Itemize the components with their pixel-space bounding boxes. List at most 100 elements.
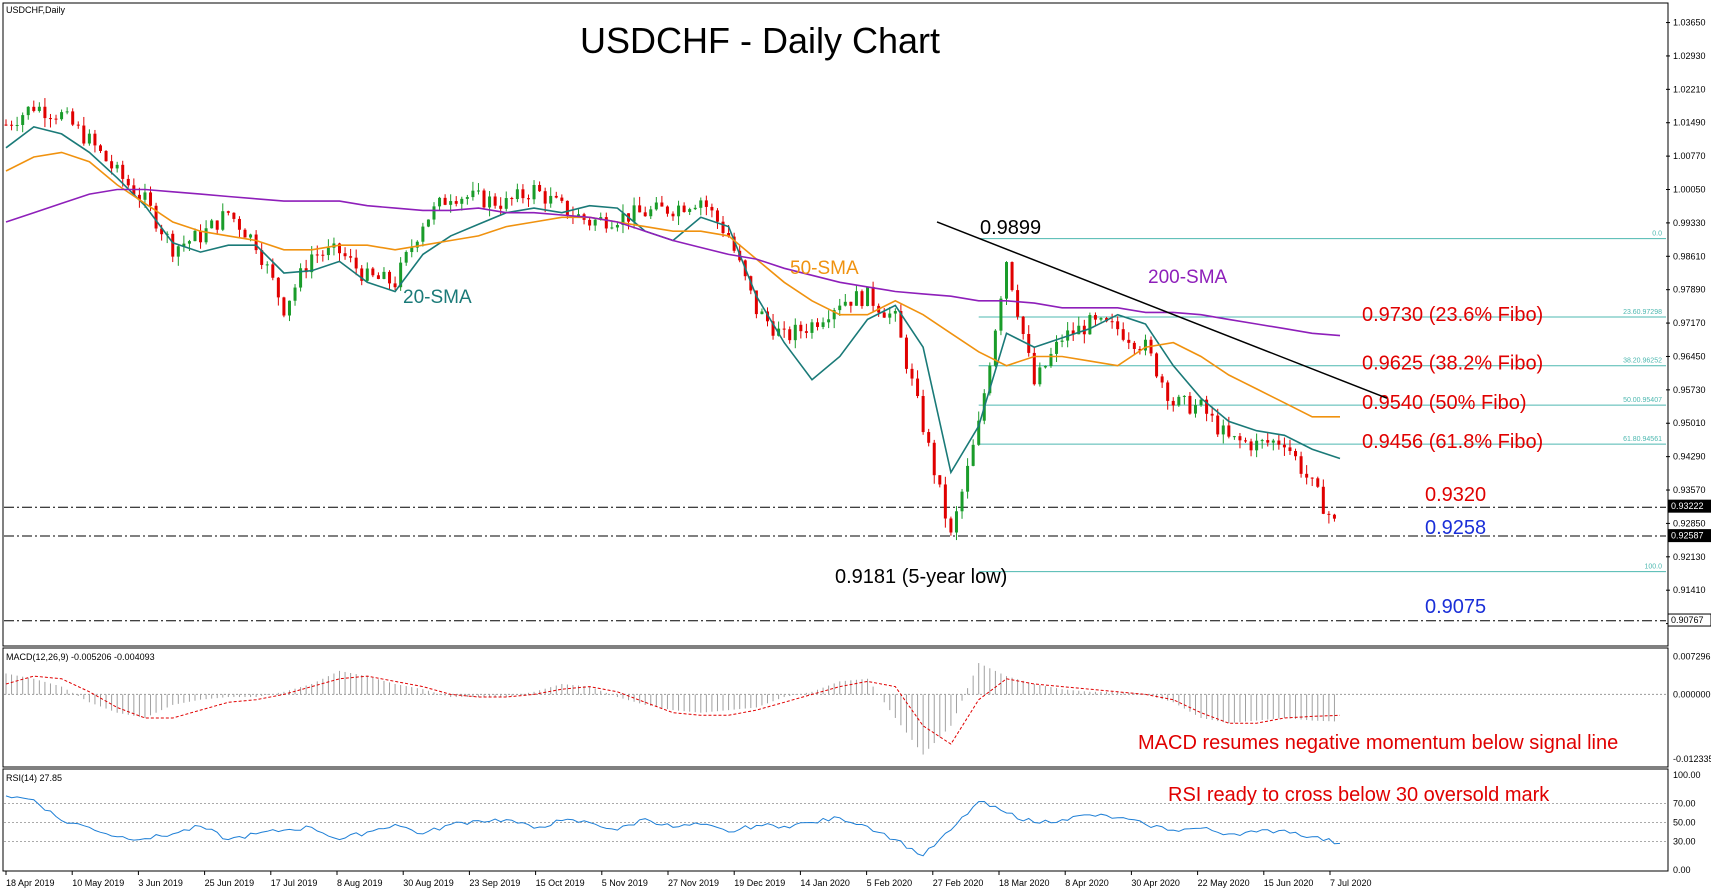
candle-body — [426, 219, 430, 227]
candle-body — [221, 211, 225, 230]
candle-body — [382, 271, 386, 279]
x-tick-label: 8 Aug 2019 — [337, 878, 383, 888]
candle-body — [816, 322, 820, 327]
candle-body — [732, 236, 736, 251]
candle-body — [115, 164, 119, 169]
fibo-label: 0.9730 (23.6% Fibo) — [1362, 304, 1543, 326]
candle-body — [643, 212, 647, 217]
candle-body — [343, 253, 347, 257]
candle-body — [1027, 334, 1031, 353]
candle-body — [354, 257, 358, 269]
candle-body — [677, 205, 681, 217]
fibo-label: 0.9456 (61.8% Fibo) — [1362, 431, 1543, 453]
series-line-20-sma — [5, 126, 1341, 475]
candle-body — [376, 275, 380, 279]
candle-body — [1249, 441, 1253, 451]
candle-body — [715, 210, 719, 222]
candle-body — [1060, 340, 1064, 342]
candle-body — [654, 202, 658, 210]
series-line-200-sma — [5, 188, 1341, 337]
candle-body — [827, 319, 831, 323]
candles — [4, 98, 1336, 541]
candle-body — [87, 133, 91, 144]
candle-body — [904, 337, 908, 369]
candle-body — [93, 133, 97, 146]
candle-body — [1238, 436, 1242, 441]
candle-body — [1216, 415, 1220, 435]
candle-body — [1294, 451, 1298, 457]
candle-body — [1332, 514, 1336, 519]
x-tick-label: 5 Feb 2020 — [867, 878, 913, 888]
level-label: 0.9258 — [1425, 517, 1486, 539]
candle-body — [104, 150, 108, 162]
candle-body — [771, 321, 775, 336]
trendline — [936, 221, 1388, 399]
fibo-tag: 0.0 — [1652, 231, 1662, 238]
candle-body — [1071, 330, 1075, 335]
candle-body — [1232, 436, 1236, 438]
candle-body — [493, 196, 497, 206]
price-axis: 1.03650 1.02930 1.02210 1.01490 1.00770 1.000… — [1666, 18, 1711, 629]
support-levels: 0.9320 0.9258 0.9075 — [4, 484, 1666, 622]
candle-body — [315, 254, 319, 256]
candle-body — [988, 365, 992, 394]
candle-body — [443, 197, 447, 205]
macd-tick: -0.012335 — [1673, 754, 1711, 764]
candle-body — [482, 190, 486, 208]
x-tick-label: 19 Dec 2019 — [734, 878, 785, 888]
candle-body — [1032, 352, 1036, 385]
price-tick-label: 0.92850 — [1673, 518, 1706, 528]
fibo-tag: 61.80.94561 — [1623, 436, 1662, 443]
candle-body — [515, 189, 519, 200]
candle-body — [4, 124, 8, 126]
candle-body — [638, 205, 642, 213]
sma50-label: 50-SMA — [790, 258, 859, 279]
candle-body — [927, 432, 931, 443]
candle-body — [349, 256, 353, 258]
candle-body — [588, 219, 592, 226]
candle-body — [866, 286, 870, 307]
candle-body — [199, 230, 203, 243]
candle-body — [765, 311, 769, 322]
high-annotation: 0.9899 — [980, 217, 1041, 239]
x-tick-label: 15 Jun 2020 — [1264, 878, 1314, 888]
candle-body — [1016, 290, 1020, 317]
candle-body — [1210, 413, 1214, 416]
candle-body — [432, 206, 436, 220]
candle-body — [454, 201, 458, 204]
price-tick-label: 1.01490 — [1673, 118, 1706, 128]
price-tick-label: 0.98610 — [1673, 251, 1706, 261]
x-tick-label: 17 Jul 2019 — [271, 878, 318, 888]
low-annotation: 0.9181 (5-year low) — [835, 566, 1007, 588]
rsi-plot: 100.00 70.00 50.00 30.00 0.00 — [4, 770, 1701, 875]
candle-body — [360, 268, 364, 281]
fibo-tag: 50.00.95407 — [1623, 397, 1662, 404]
candle-body — [1155, 353, 1159, 377]
candle-body — [782, 328, 786, 330]
series-line-50-sma — [5, 151, 1340, 418]
candle-body — [249, 234, 253, 238]
candle-body — [476, 190, 480, 192]
price-tick-label: 0.97890 — [1673, 285, 1706, 295]
candle-body — [204, 228, 208, 243]
candle-body — [1288, 447, 1292, 452]
candle-body — [1244, 440, 1248, 442]
x-tick-label: 8 Apr 2020 — [1065, 878, 1109, 888]
candle-body — [149, 192, 153, 206]
x-tick-label: 10 May 2019 — [72, 878, 124, 888]
candle-body — [693, 207, 697, 210]
candle-body — [565, 200, 569, 216]
candle-body — [410, 247, 414, 253]
fibo-label: 0.9540 (50% Fibo) — [1362, 392, 1527, 414]
candle-body — [1199, 399, 1203, 406]
candle-body — [899, 311, 903, 338]
candle-body — [604, 217, 608, 229]
candle-body — [760, 311, 764, 315]
candle-body — [171, 233, 175, 257]
candle-body — [449, 201, 453, 205]
candle-body — [304, 268, 308, 273]
candle-body — [399, 262, 403, 288]
price-tick-label: 1.03650 — [1673, 18, 1706, 28]
candle-body — [1110, 321, 1114, 323]
macd-note: MACD resumes negative momentum below sig… — [1138, 732, 1618, 754]
